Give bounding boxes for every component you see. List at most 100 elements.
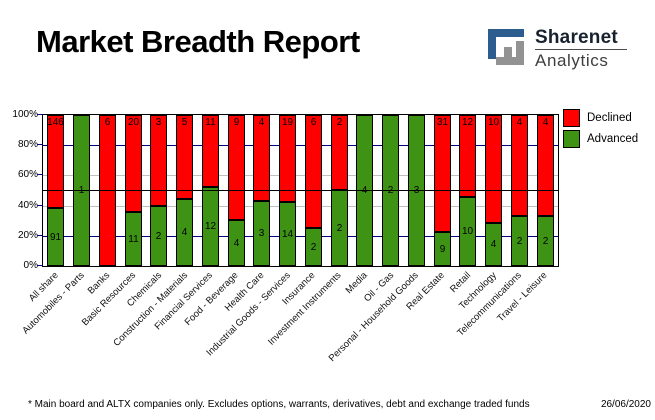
y-axis-tick: [37, 174, 42, 175]
bar-all-share: 146 91: [47, 115, 64, 266]
gridline-40pct: [43, 206, 558, 207]
advanced-segment: [279, 202, 296, 266]
declined-value-label: 11: [205, 117, 216, 128]
declined-segment: [150, 115, 167, 206]
declined-segment: [485, 115, 502, 223]
declined-segment: [228, 115, 245, 220]
y-axis-label-60: 60%: [17, 169, 38, 180]
logo-subtitle: Analytics: [535, 51, 609, 70]
advanced-segment: [228, 220, 245, 266]
bar-technology: 10 4: [485, 115, 502, 266]
y-axis-label-80: 80%: [17, 139, 38, 150]
logo-name: Sharenet: [535, 27, 618, 48]
y-axis-label-100: 100%: [12, 109, 38, 120]
declined-segment: [305, 115, 322, 228]
bar-real-estate: 31 9: [434, 115, 451, 266]
bar-basic-resources: 20 11: [125, 115, 142, 266]
sharenet-logo: Sharenet Analytics: [487, 27, 627, 70]
advanced-value-label: 2: [516, 236, 523, 247]
advanced-segment: [47, 208, 64, 266]
advanced-value-label: 3: [258, 228, 265, 239]
declined-value-label: 4: [542, 117, 549, 128]
advanced-value-label: 91: [49, 232, 62, 243]
declined-value-label: 4: [258, 117, 265, 128]
advanced-segment: [202, 187, 219, 266]
declined-segment: [47, 115, 64, 208]
declined-value-label: 2: [336, 117, 343, 128]
y-axis-tick: [37, 205, 42, 206]
advanced-value-label: 4: [490, 239, 497, 250]
declined-value-label: 19: [281, 117, 294, 128]
gridline-80pct: [43, 145, 558, 146]
advanced-value-label: 14: [281, 229, 294, 240]
bar-industrial-goods-services: 19 14: [279, 115, 296, 266]
bar-retail: 12 10: [459, 115, 476, 266]
advanced-segment: [537, 216, 554, 266]
footnote: * Main board and ALTX companies only. Ex…: [28, 399, 530, 410]
declined-value-label: 146: [47, 117, 64, 128]
declined-value-label: 6: [104, 117, 111, 128]
advanced-value-label: 9: [439, 244, 446, 255]
advanced-segment: [511, 216, 528, 266]
legend-label-advanced: Advanced: [587, 133, 639, 145]
advanced-value-label: 10: [461, 226, 474, 237]
advanced-segment: [459, 197, 476, 266]
declined-value-label: 5: [181, 117, 188, 128]
legend-swatch-advanced: [563, 130, 580, 148]
declined-value-label: 20: [127, 117, 140, 128]
declined-segment: [511, 115, 528, 216]
sharenet-logo-mark-icon: [488, 29, 524, 65]
report-date: 26/06/2020: [600, 399, 651, 410]
advanced-segment: [305, 228, 322, 266]
advanced-value-label: 2: [336, 223, 343, 234]
advanced-value-label: 4: [181, 227, 188, 238]
declined-segment: [331, 115, 348, 190]
gridline-20pct: [43, 236, 558, 237]
declined-segment: [459, 115, 476, 197]
logo-text: Sharenet Analytics: [535, 27, 627, 70]
advanced-segment: [434, 232, 451, 266]
logo-divider: [535, 49, 627, 50]
bar-financial-services: 11 12: [202, 115, 219, 266]
declined-segment: [253, 115, 270, 201]
y-axis-tick: [37, 235, 42, 236]
y-axis-label-40: 40%: [17, 200, 38, 211]
y-axis-tick: [37, 144, 42, 145]
y-axis-label-20: 20%: [17, 230, 38, 241]
declined-segment: [202, 115, 219, 187]
declined-segment: [125, 115, 142, 212]
advanced-value-label: 4: [233, 238, 240, 249]
declined-segment: [537, 115, 554, 216]
declined-value-label: 4: [516, 117, 523, 128]
declined-value-label: 31: [436, 117, 449, 128]
page-title: Market Breadth Report: [36, 24, 360, 59]
declined-value-label: 9: [233, 117, 240, 128]
declined-segment: [176, 115, 193, 199]
y-axis-label-0: 0%: [23, 260, 38, 271]
advanced-segment: [176, 199, 193, 266]
legend-item-advanced: Advanced: [563, 130, 638, 148]
declined-value-label: 6: [310, 117, 317, 128]
declined-segment: [279, 115, 296, 202]
advanced-segment: [485, 223, 502, 266]
advanced-segment: [253, 201, 270, 266]
declined-value-label: 10: [487, 117, 500, 128]
legend-swatch-declined: [563, 109, 580, 127]
plot-area: 1469116201132541112944319146222423319121…: [42, 114, 559, 267]
declined-value-label: 12: [461, 117, 474, 128]
legend-label-declined: Declined: [587, 112, 632, 124]
advanced-value-label: 12: [204, 221, 217, 232]
declined-value-label: 3: [155, 117, 162, 128]
declined-segment: [434, 115, 451, 232]
advanced-segment: [150, 206, 167, 266]
y-axis-tick: [37, 265, 42, 266]
advanced-segment: [125, 212, 142, 266]
legend-item-declined: Declined: [563, 109, 638, 127]
reference-line-50pct: [43, 190, 558, 191]
